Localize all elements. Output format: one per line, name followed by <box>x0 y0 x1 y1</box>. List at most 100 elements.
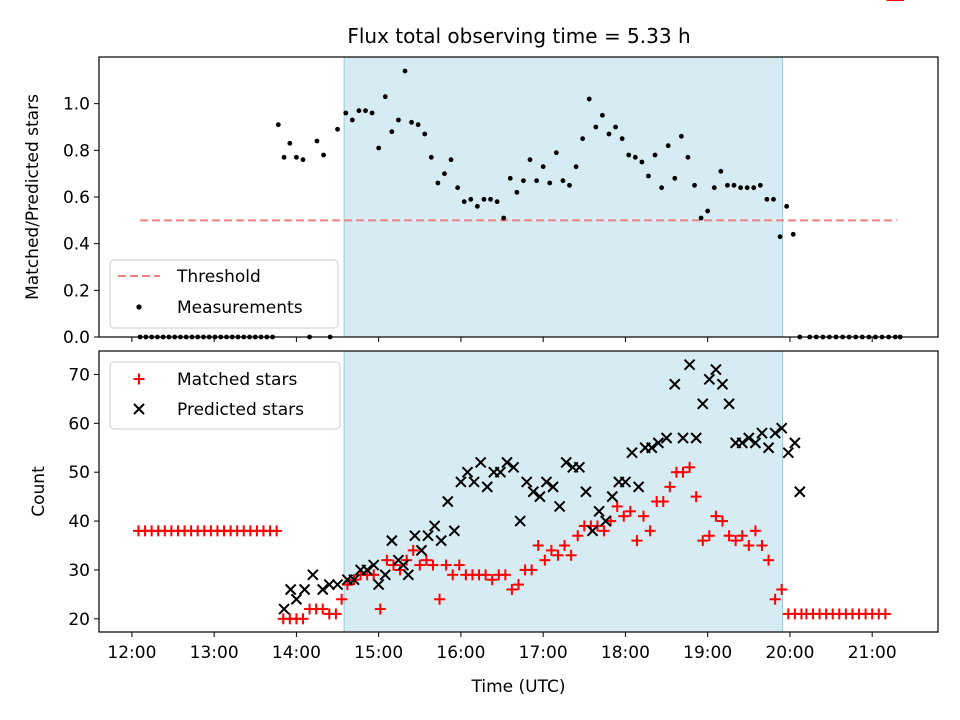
measurement-point <box>560 178 566 184</box>
measurement-point <box>335 126 340 132</box>
predicted-point <box>660 432 673 444</box>
matched-point <box>330 608 342 620</box>
matched-point <box>368 569 380 581</box>
y-tick-label: 60 <box>68 414 90 434</box>
matched-point <box>552 549 564 561</box>
y-tick-label: 70 <box>68 365 90 385</box>
predicted-point <box>501 456 513 469</box>
x-tick-label: 19:00 <box>683 643 732 663</box>
measurement-point <box>422 131 428 137</box>
measurement-point <box>580 136 586 142</box>
measurement-point <box>534 178 539 184</box>
measurement-point <box>659 185 665 191</box>
measurement-point <box>507 175 513 181</box>
legend-matched-swatch <box>133 373 145 385</box>
predicted-point <box>397 559 410 571</box>
measurement-point <box>593 124 599 130</box>
matched-point <box>723 530 735 542</box>
bottom-observing-span <box>343 350 784 633</box>
x-tick-label: 13:00 <box>190 643 239 663</box>
predicted-point <box>507 461 520 474</box>
predicted-point <box>455 476 467 488</box>
bottom-panel-frame <box>98 350 939 633</box>
predicted-point <box>703 373 716 386</box>
measurement-point <box>705 208 711 214</box>
measurement-point <box>553 150 559 156</box>
matched-point <box>297 613 309 625</box>
y-tick-label: 1.0 <box>63 95 90 115</box>
measurement-point <box>672 175 678 181</box>
measurement-point <box>600 112 605 118</box>
matched-point <box>697 535 709 547</box>
measurement-point <box>685 154 691 160</box>
measurement-point <box>281 154 287 160</box>
y-tick-label: 0.0 <box>63 328 90 348</box>
measurement-point <box>369 110 375 116</box>
matched-point <box>664 481 676 493</box>
matched-point <box>730 535 742 547</box>
predicted-point <box>448 525 461 537</box>
predicted-point <box>573 461 586 474</box>
measurement-point <box>521 178 526 184</box>
x-tick-label: 16:00 <box>436 643 485 663</box>
predicted-point <box>348 574 360 586</box>
bottom-predicted-points <box>278 358 806 615</box>
predicted-point <box>409 530 421 542</box>
predicted-point <box>402 569 414 581</box>
predicted-point <box>697 398 709 410</box>
top-panel-frame <box>98 56 939 338</box>
predicted-point <box>494 466 507 478</box>
predicted-point <box>586 525 599 537</box>
matched-point <box>716 515 728 527</box>
predicted-point <box>435 534 447 547</box>
predicted-point <box>652 437 665 449</box>
bottom-x-axis-ticks: 12:00 13:00 14:00 15:00 16:00 17:00 18:00 19:00… <box>107 632 897 663</box>
matched-point <box>598 525 610 537</box>
measurement-point <box>784 203 790 209</box>
matched-point <box>657 496 669 508</box>
measurement-point <box>402 68 408 74</box>
predicted-point <box>723 398 735 410</box>
measurement-point <box>771 196 776 202</box>
matched-point <box>336 593 348 605</box>
measurement-point <box>294 154 299 160</box>
measurement-point <box>764 196 770 202</box>
predicted-point <box>736 437 748 449</box>
measurement-point <box>646 173 651 179</box>
measurement-point <box>343 110 349 116</box>
bottom-x-axis-label: Time (UTC) <box>471 677 566 697</box>
predicted-point <box>468 476 480 488</box>
predicted-point <box>521 476 533 488</box>
matched-point <box>710 510 722 522</box>
matched-point <box>703 530 715 542</box>
predicted-point <box>646 442 658 454</box>
measurement-point <box>415 122 421 128</box>
measurement-point <box>448 157 454 163</box>
measurement-point <box>488 196 493 202</box>
predicted-point <box>606 490 618 503</box>
matched-point <box>532 540 544 552</box>
x-tick-label: 20:00 <box>765 643 814 663</box>
matched-point <box>434 593 446 605</box>
measurement-point <box>514 189 520 195</box>
predicted-point <box>372 578 385 591</box>
matched-point <box>374 603 386 615</box>
matched-point <box>624 505 636 517</box>
y-tick-label: 0.4 <box>63 235 90 255</box>
top-y-axis-ticks: 0.0 0.2 0.4 0.6 0.8 1.0 <box>63 95 99 348</box>
predicted-point <box>776 422 788 434</box>
predicted-point <box>331 578 344 591</box>
measurement-point <box>711 185 717 191</box>
measurement-point <box>275 122 281 128</box>
measurement-point <box>474 203 480 209</box>
predicted-point <box>278 603 290 615</box>
matched-point <box>381 554 393 566</box>
predicted-point <box>361 564 373 576</box>
matched-point <box>743 540 755 552</box>
legend-matched-label: Matched stars <box>177 370 297 390</box>
measurement-point <box>481 196 487 202</box>
matched-point <box>559 540 571 552</box>
measurement-point <box>665 143 671 149</box>
predicted-point <box>599 515 612 527</box>
